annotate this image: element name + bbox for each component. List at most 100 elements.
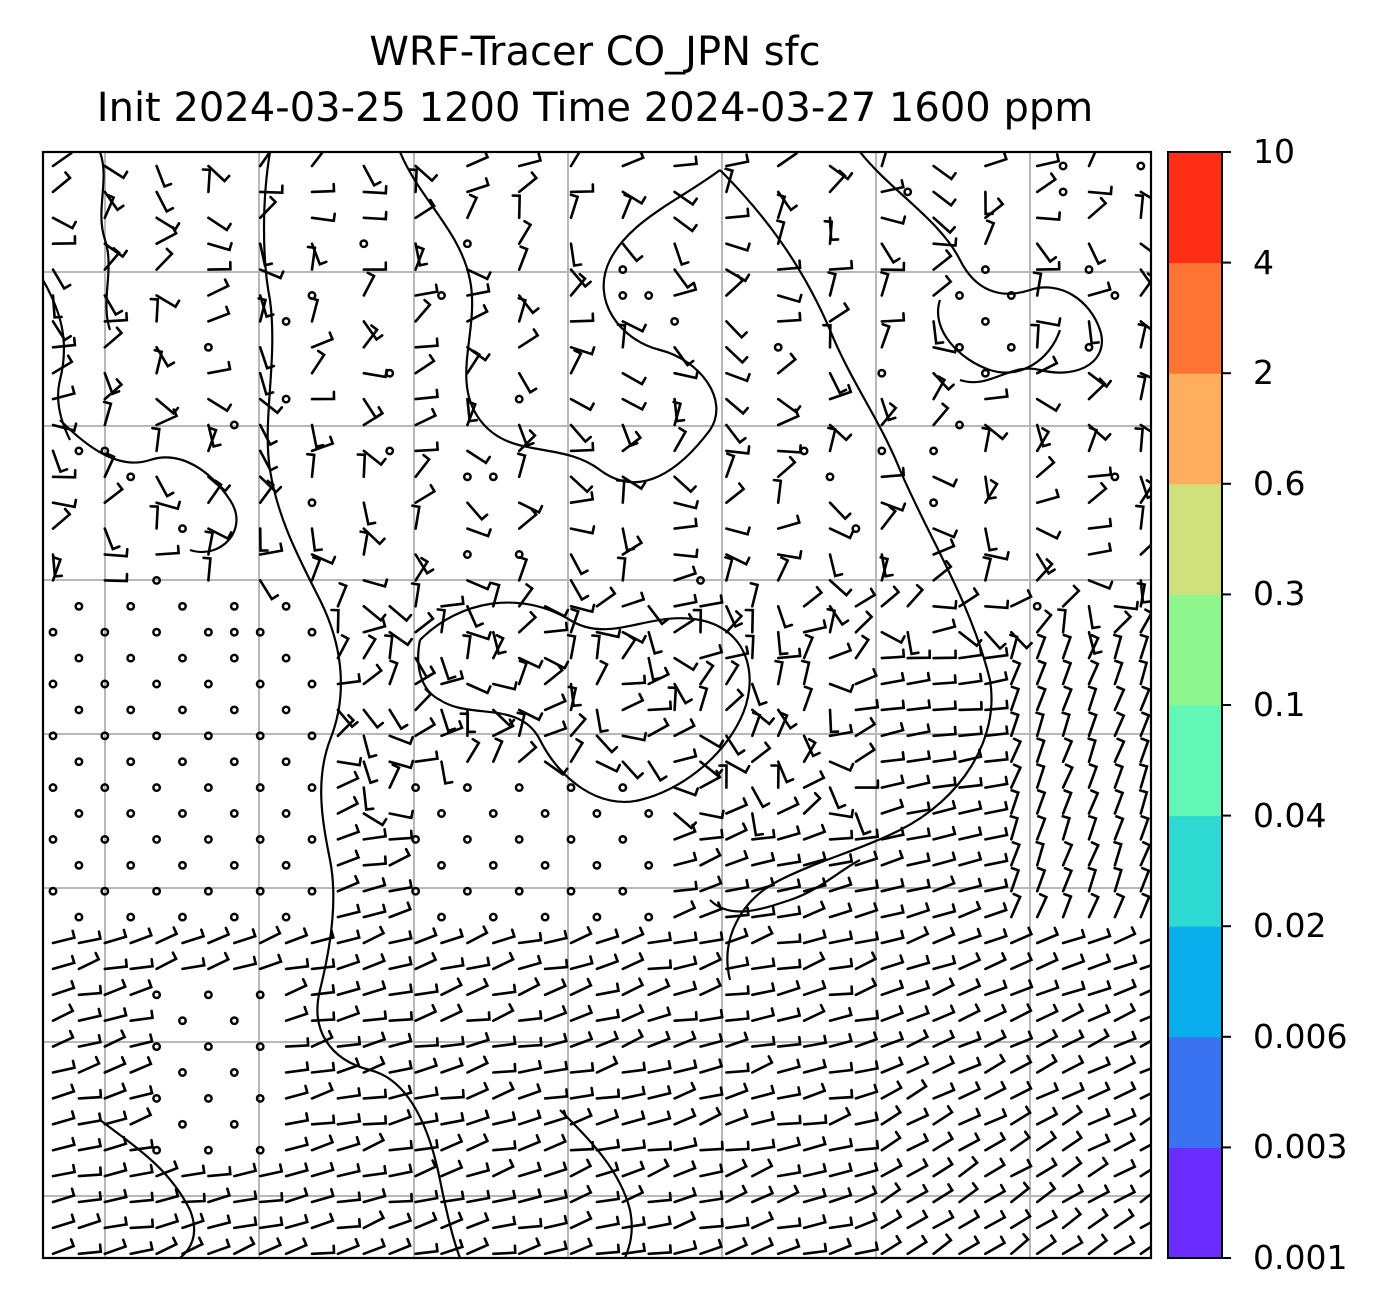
wind-barb	[673, 548, 699, 559]
wind-barb	[880, 1031, 905, 1048]
wind-barb	[958, 927, 982, 945]
wind-barb	[1113, 1055, 1137, 1074]
wind-barb	[595, 1138, 621, 1152]
calm-marker	[229, 912, 239, 922]
wind-barb	[1113, 954, 1138, 971]
wind-barb	[1010, 685, 1021, 712]
wind-barb	[1061, 1104, 1084, 1126]
wind-barb	[1035, 1106, 1059, 1126]
wind-barb	[77, 1213, 102, 1230]
wind-barb	[466, 956, 491, 971]
wind-barb	[543, 760, 569, 777]
calm-marker	[74, 912, 84, 922]
wind-barb	[336, 849, 361, 867]
wind-barb	[802, 737, 817, 763]
wind-barb	[310, 1244, 336, 1256]
wind-barb	[517, 1237, 542, 1256]
wind-barb	[958, 1132, 981, 1152]
wind-barb	[1113, 685, 1126, 712]
wind-barb	[310, 390, 336, 401]
wind-barb	[958, 900, 982, 919]
wind-barb	[699, 809, 725, 820]
wind-barb	[414, 1112, 439, 1126]
wind-barb	[828, 957, 854, 971]
wind-barb	[51, 980, 76, 997]
coastline-north-east-inlet	[937, 299, 1062, 374]
wind-barb	[1139, 1115, 1151, 1126]
wind-barb	[932, 649, 957, 660]
wind-barb	[828, 985, 854, 997]
wind-barb	[330, 608, 340, 634]
wind-barb	[51, 268, 72, 291]
wind-barb	[181, 1236, 205, 1256]
colorbar-tick-label: 0.6	[1253, 463, 1306, 503]
wind-barb	[699, 1217, 724, 1230]
wind-barb	[440, 1159, 464, 1178]
wind-barb	[543, 720, 568, 738]
wind-barb	[103, 482, 125, 504]
wind-barb	[984, 1235, 1007, 1256]
wind-barb	[932, 538, 956, 556]
wind-barb	[103, 311, 129, 323]
wind-barb	[1139, 892, 1151, 919]
wind-barb	[103, 1188, 128, 1204]
wind-barb	[984, 952, 1008, 971]
wind-barb	[932, 559, 953, 582]
wind-barb	[1087, 1108, 1111, 1126]
wind-barb	[362, 760, 379, 785]
wind-barb	[77, 930, 102, 945]
calm-marker	[152, 1093, 162, 1103]
wind-barb	[1087, 542, 1113, 556]
calm-marker	[229, 420, 239, 430]
wind-barb	[258, 579, 280, 601]
wind-barb	[673, 242, 690, 267]
wind-barb	[543, 621, 569, 634]
wind-barb	[51, 320, 72, 342]
wind-barb	[725, 1140, 750, 1152]
wind-barb	[466, 1162, 491, 1178]
wind-barb	[616, 323, 627, 349]
wind-barb	[906, 671, 931, 686]
wind-barb	[802, 1082, 827, 1100]
wind-barb	[492, 983, 517, 997]
wind-barb	[725, 526, 751, 536]
wind-barb	[414, 1159, 438, 1178]
wind-barb	[155, 1160, 179, 1178]
wind-barb	[1087, 579, 1114, 591]
wind-barb	[958, 1031, 982, 1048]
wind-barb	[1139, 579, 1151, 604]
colorbar-segment	[1168, 152, 1222, 264]
colorbar-segment	[1168, 594, 1222, 706]
wind-barb	[595, 928, 620, 945]
calm-marker	[48, 834, 58, 844]
wind-barb	[310, 423, 325, 449]
wind-barb	[202, 556, 212, 582]
wind-barb	[1139, 633, 1150, 660]
wind-barb	[984, 725, 1009, 738]
wind-barb	[569, 272, 587, 297]
calm-marker	[281, 601, 291, 611]
calm-marker	[178, 1119, 187, 1129]
wind-barb	[1035, 1029, 1059, 1048]
wind-barb	[77, 1243, 103, 1256]
calm-marker	[437, 291, 446, 300]
calm-marker	[178, 1068, 187, 1077]
wind-barb	[699, 1008, 724, 1022]
calm-marker	[980, 265, 990, 275]
wind-barb	[77, 1007, 102, 1022]
calm-marker	[255, 1093, 265, 1103]
wind-barb	[1087, 685, 1098, 712]
wind-barb	[1010, 841, 1021, 867]
wind-barb	[336, 795, 360, 815]
wind-barb	[207, 1165, 232, 1178]
calm-marker	[255, 1042, 265, 1052]
wind-barb	[595, 1055, 619, 1074]
wind-barb	[776, 514, 801, 530]
wind-barb	[880, 878, 905, 893]
wind-barb	[725, 153, 750, 168]
wind-barb	[672, 400, 682, 427]
wind-barb	[958, 1235, 981, 1256]
calm-marker	[773, 342, 783, 352]
wind-barb	[828, 1061, 854, 1074]
wind-barb	[1035, 423, 1052, 448]
